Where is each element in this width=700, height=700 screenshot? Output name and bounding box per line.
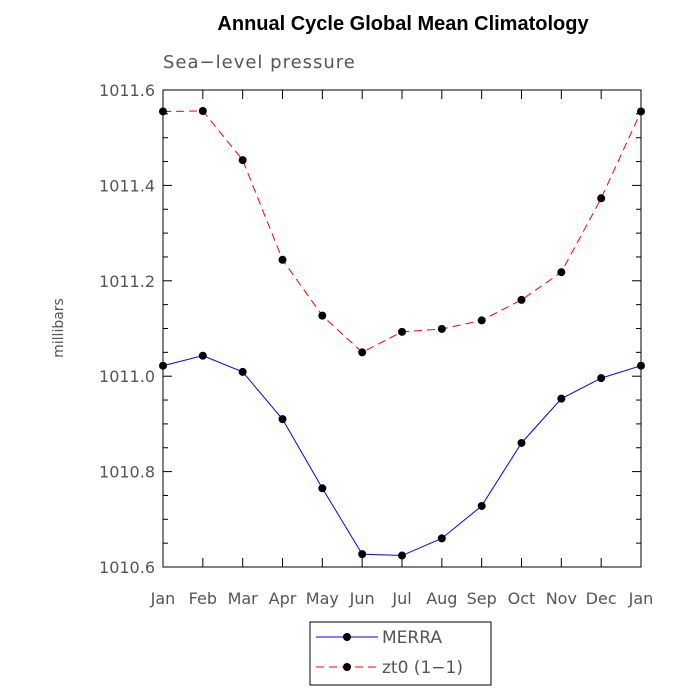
data-point <box>318 311 327 320</box>
axis-ticks <box>162 89 642 568</box>
data-point <box>517 295 526 304</box>
series-group <box>159 106 645 560</box>
y-tick-label: 1011.4 <box>99 176 155 195</box>
data-point <box>597 194 606 203</box>
x-tick-label: Apr <box>269 589 297 608</box>
data-point <box>637 107 645 116</box>
data-point <box>477 501 486 510</box>
data-point <box>318 484 327 493</box>
legend-box <box>309 621 492 686</box>
data-point <box>198 351 207 360</box>
data-point <box>517 438 526 447</box>
x-tick-label: Jan <box>628 589 654 608</box>
data-point <box>198 106 207 115</box>
data-point <box>557 394 566 403</box>
x-tick-label: Feb <box>189 589 217 608</box>
legend: MERRA zt0 (1−1) <box>309 621 492 686</box>
y-tick-label: 1011.6 <box>99 81 155 100</box>
legend-label-zt0: zt0 (1−1) <box>382 658 463 678</box>
data-point <box>557 268 566 277</box>
data-point <box>637 361 645 370</box>
data-point <box>159 361 167 370</box>
chart-title: Annual Cycle Global Mean Climatology <box>217 13 589 35</box>
x-tick-label: Dec <box>586 589 617 608</box>
x-tick-label: Aug <box>426 589 457 608</box>
data-point <box>398 327 406 336</box>
data-point <box>358 550 367 559</box>
x-tick-label: Jan <box>150 589 176 608</box>
data-point <box>278 415 287 424</box>
x-tick-label: Jun <box>349 589 375 608</box>
x-tick-label: Jul <box>391 589 411 608</box>
y-axis-label: millibars <box>51 298 67 358</box>
data-point <box>398 551 406 560</box>
series-line-1 <box>162 110 642 353</box>
y-tick-labels: 1010.6 1010.8 1011.0 1011.2 1011.4 1011.6 <box>99 81 155 577</box>
x-tick-label: Mar <box>228 589 259 608</box>
data-point <box>238 367 247 376</box>
x-tick-label: Sep <box>467 589 497 608</box>
legend-marker-merra <box>343 633 351 641</box>
legend-marker-zt0 <box>343 663 351 671</box>
y-tick-label: 1011.0 <box>99 367 155 386</box>
legend-label-merra: MERRA <box>382 628 442 648</box>
y-tick-label: 1010.6 <box>99 558 155 577</box>
x-tick-label: Nov <box>546 589 577 608</box>
y-tick-label: 1010.8 <box>99 463 155 482</box>
data-point <box>238 156 247 165</box>
data-point <box>437 534 446 543</box>
x-tick-labels: Jan Feb Mar Apr May Jun Jul Aug Sep Oct Nov Dec Jan <box>150 589 654 608</box>
data-point <box>358 348 367 357</box>
x-tick-label: May <box>306 589 339 608</box>
data-point <box>159 107 167 116</box>
data-point <box>437 324 446 333</box>
data-point <box>278 255 287 264</box>
data-point <box>597 374 606 383</box>
chart-subtitle: Sea−level pressure <box>163 52 356 73</box>
x-tick-label: Oct <box>508 589 536 608</box>
series-line-0 <box>162 355 642 557</box>
data-point <box>477 316 486 325</box>
y-tick-label: 1011.2 <box>99 272 155 291</box>
